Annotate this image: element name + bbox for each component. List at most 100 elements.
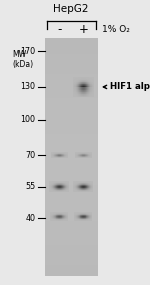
Bar (61, 215, 62, 216)
Bar (89, 217, 90, 218)
Bar (77, 96, 78, 97)
Bar (59, 181, 60, 182)
Bar (58, 181, 59, 182)
Bar (90, 82, 91, 83)
Bar (54, 189, 55, 190)
Bar (83, 216, 84, 217)
Bar (50, 190, 51, 191)
Bar (92, 95, 93, 96)
Bar (45, 268, 98, 272)
Bar (82, 78, 83, 79)
Bar (51, 217, 52, 218)
Bar (86, 92, 87, 93)
Bar (63, 215, 64, 216)
Bar (76, 92, 77, 93)
Bar (89, 87, 90, 88)
Bar (64, 220, 65, 221)
Bar (60, 181, 61, 182)
Bar (82, 189, 83, 190)
Bar (93, 86, 94, 87)
Bar (76, 218, 77, 219)
Bar (90, 96, 91, 97)
Bar (77, 213, 78, 214)
Bar (82, 186, 83, 187)
Bar (85, 86, 86, 87)
Bar (75, 186, 76, 187)
Bar (78, 188, 79, 189)
Bar (83, 189, 84, 190)
Bar (78, 189, 79, 190)
Bar (84, 186, 85, 187)
Bar (75, 92, 76, 93)
Bar (79, 89, 80, 90)
Bar (89, 215, 90, 216)
Bar (77, 87, 78, 88)
Bar (77, 191, 78, 192)
Bar (74, 87, 75, 88)
Bar (81, 181, 82, 182)
Bar (75, 87, 76, 88)
Bar (79, 91, 80, 92)
Bar (79, 216, 80, 217)
Bar (93, 89, 94, 90)
Text: HepG2: HepG2 (54, 3, 89, 14)
Bar (91, 90, 92, 91)
Bar (67, 181, 68, 182)
Bar (84, 215, 85, 216)
Bar (82, 93, 83, 94)
Bar (74, 218, 75, 219)
Bar (90, 186, 91, 187)
Bar (57, 185, 58, 186)
Bar (63, 218, 64, 219)
Bar (85, 185, 86, 186)
Bar (63, 188, 64, 189)
Bar (85, 215, 86, 216)
Bar (92, 183, 93, 184)
Bar (51, 215, 52, 216)
Bar (61, 215, 62, 216)
Bar (75, 86, 76, 87)
Bar (84, 181, 85, 182)
Bar (85, 213, 86, 214)
Bar (45, 118, 98, 122)
Bar (80, 183, 81, 184)
Bar (78, 81, 79, 82)
Bar (88, 185, 89, 186)
Bar (93, 93, 94, 94)
Bar (63, 183, 64, 184)
Bar (45, 130, 98, 134)
Bar (79, 96, 80, 97)
Bar (45, 264, 98, 268)
Bar (55, 218, 56, 219)
Bar (78, 190, 79, 191)
Bar (63, 181, 64, 182)
Bar (86, 79, 87, 80)
Bar (88, 96, 89, 97)
Bar (67, 215, 68, 216)
Bar (88, 184, 89, 185)
Bar (50, 215, 51, 216)
Bar (58, 217, 59, 218)
Bar (76, 85, 77, 86)
Bar (81, 188, 82, 189)
Bar (80, 187, 81, 188)
Bar (78, 181, 79, 182)
Bar (53, 189, 54, 190)
Bar (54, 212, 55, 213)
Bar (64, 218, 65, 219)
Bar (52, 184, 53, 185)
Bar (51, 213, 52, 214)
Bar (85, 215, 86, 216)
Bar (78, 80, 79, 81)
Bar (74, 86, 75, 87)
Bar (67, 187, 68, 188)
Bar (58, 182, 59, 183)
Bar (93, 77, 94, 78)
Bar (74, 77, 75, 78)
Bar (84, 83, 85, 84)
Bar (54, 191, 55, 192)
Bar (91, 213, 92, 214)
Bar (67, 219, 68, 220)
Bar (88, 79, 89, 80)
Bar (61, 185, 62, 186)
